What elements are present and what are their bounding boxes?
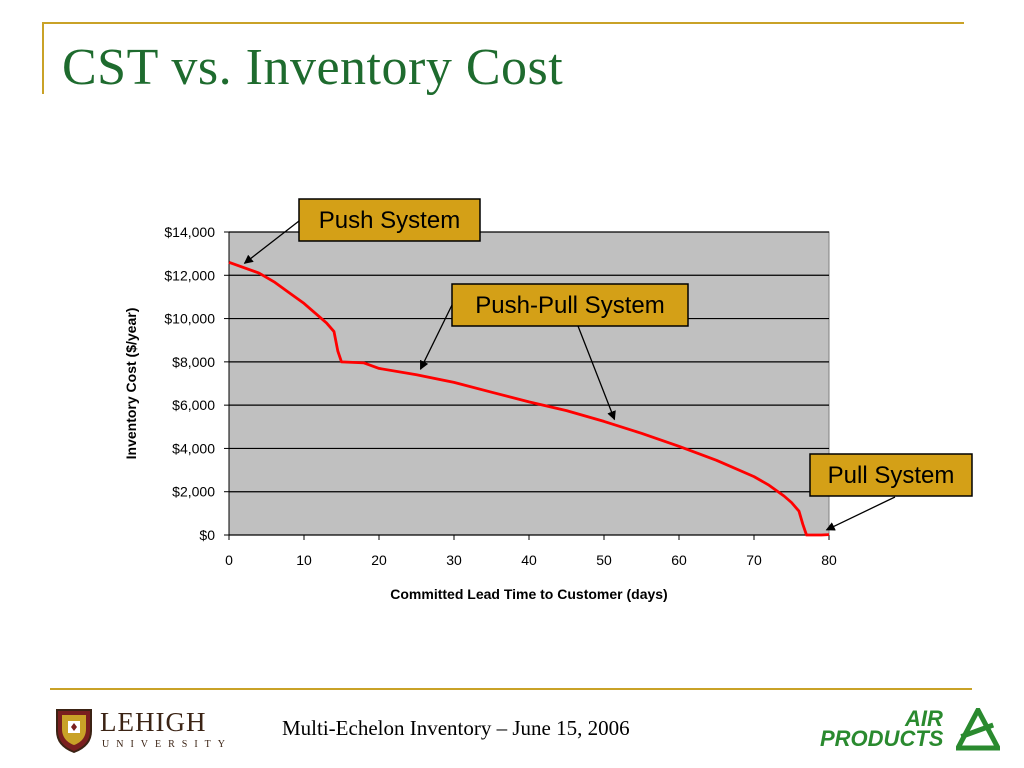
shield-crest-icon [56, 709, 92, 753]
title-left-rule [42, 22, 44, 94]
air-products-line2: PRODUCTS [820, 726, 944, 751]
inventory-cost-series-line [228, 260, 830, 537]
y-tick-label: $10,000 [164, 311, 215, 327]
pull-system-callout-box [809, 453, 973, 497]
y-axis-title: Inventory Cost ($/year) [123, 308, 139, 460]
push-pull-system-callout-label: Push-Pull System [475, 292, 664, 319]
title-accent-rule [42, 22, 964, 24]
y-tick-label: $6,000 [172, 397, 215, 413]
x-tick-label: 40 [521, 552, 537, 568]
air-products-line1: AIR [905, 706, 943, 731]
pull-system-callout-label: Pull System [828, 462, 955, 489]
y-tick-label: $14,000 [164, 224, 215, 240]
y-tick-label: $12,000 [164, 267, 215, 283]
y-tick-label: $0 [199, 527, 215, 543]
air-products-triangle-icon [956, 708, 1000, 751]
lehigh-university-text: UNIVERSITY [102, 739, 232, 750]
y-tick-label: $8,000 [172, 354, 215, 370]
x-tick-label: 80 [821, 552, 837, 568]
x-tick-label: 70 [746, 552, 762, 568]
push-system-callout-box [298, 198, 481, 242]
plot-area [228, 231, 830, 536]
y-tick-label: $4,000 [172, 440, 215, 456]
push-pull-arrow-left [419, 304, 453, 371]
y-tick-label: $2,000 [172, 484, 215, 500]
push-system-callout-label: Push System [319, 207, 460, 234]
lehigh-logo: LEHIGH UNIVERSITY [54, 707, 225, 755]
x-axis-title: Committed Lead Time to Customer (days) [390, 586, 667, 602]
slide-title: CST vs. Inventory Cost [62, 39, 564, 96]
footer-text: Multi-Echelon Inventory – June 15, 2006 [282, 716, 630, 740]
pull-system-arrow [825, 496, 896, 531]
x-tick-label: 60 [671, 552, 687, 568]
x-tick-label: 20 [371, 552, 387, 568]
footer-accent-rule [50, 688, 972, 690]
lehigh-name: LEHIGH [100, 707, 207, 737]
x-tick-label: 30 [446, 552, 462, 568]
x-tick-label: 50 [596, 552, 612, 568]
push-system-arrow [243, 220, 300, 264]
air-products-logo: AIR PRODUCTS [818, 706, 1003, 758]
x-tick-label: 0 [225, 552, 233, 568]
x-tick-label: 10 [296, 552, 312, 568]
push-pull-system-callout-box [451, 283, 689, 327]
push-pull-arrow-right [577, 325, 616, 421]
